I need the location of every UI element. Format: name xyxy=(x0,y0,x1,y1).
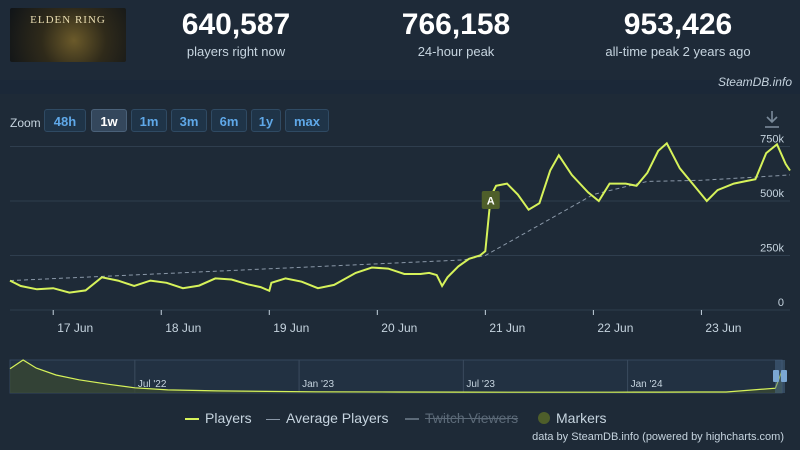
nav-right-handle-icon[interactable] xyxy=(781,370,787,382)
twitch-swatch-icon xyxy=(405,418,419,421)
stat-value: 640,587 xyxy=(181,8,291,41)
zoom-48h-button[interactable]: 48h xyxy=(44,109,86,132)
zoom-1m-button[interactable]: 1m xyxy=(131,109,167,132)
stat-24h-peak: 766,158 24-hour peak xyxy=(368,8,544,59)
zoom-1y-button[interactable]: 1y xyxy=(251,109,281,132)
nav-left-handle-icon[interactable] xyxy=(773,370,779,382)
players-series[interactable] xyxy=(9,141,791,294)
legend-label: Twitch Viewers xyxy=(425,410,519,426)
nav-tick-label: Jan '24 xyxy=(631,379,663,390)
legend-label: Players xyxy=(205,410,252,426)
average-players-series xyxy=(9,174,791,282)
legend-twitch-viewers[interactable]: Twitch Viewers xyxy=(405,410,518,426)
stat-current-players: 640,587 players right now xyxy=(148,8,324,59)
stat-all-time-peak: 953,426 all-time peak 2 years ago xyxy=(580,8,776,59)
x-tick-label: 21 Jun xyxy=(489,321,525,335)
nav-selection[interactable] xyxy=(775,360,785,393)
nav-area xyxy=(10,360,782,393)
y-tick-label: 250k xyxy=(760,243,784,255)
y-tick-label: 500k xyxy=(760,188,784,200)
legend-players[interactable]: Players xyxy=(185,410,252,426)
zoom-max-button[interactable]: max xyxy=(285,109,329,132)
x-tick-label: 18 Jun xyxy=(165,321,201,335)
stat-label: 24-hour peak xyxy=(417,44,495,59)
y-tick-label: 750k xyxy=(760,134,784,146)
zoom-label: Zoom xyxy=(10,116,41,130)
game-logo[interactable]: ELDEN RING xyxy=(10,8,126,62)
zoom-3m-button[interactable]: 3m xyxy=(171,109,207,132)
zoom-1w-button[interactable]: 1w xyxy=(91,109,127,132)
stat-value: 953,426 xyxy=(623,8,733,41)
nav-tick-label: Jan '23 xyxy=(302,379,334,390)
players-swatch-icon xyxy=(185,418,199,421)
y-tick-label: 0 xyxy=(778,297,784,309)
highcharts-credit[interactable]: data by SteamDB.info (powered by highcha… xyxy=(532,431,784,443)
header: ELDEN RING 640,587 players right now 766… xyxy=(0,0,800,80)
zoom-6m-button[interactable]: 6m xyxy=(211,109,247,132)
nav-players-line xyxy=(9,359,783,393)
legend-label: Average Players xyxy=(286,410,389,426)
average-swatch-icon xyxy=(266,418,280,420)
x-tick-label: 19 Jun xyxy=(273,321,309,335)
stat-label: all-time peak 2 years ago xyxy=(605,44,751,59)
steamdb-credit[interactable]: SteamDB.info xyxy=(717,75,792,89)
x-tick-label: 17 Jun xyxy=(57,321,93,335)
x-tick-label: 23 Jun xyxy=(705,321,741,335)
nav-tick-label: Jul '23 xyxy=(466,379,495,390)
marker-label: A xyxy=(487,196,495,208)
x-tick-label: 20 Jun xyxy=(381,321,417,335)
logo-text: ELDEN RING xyxy=(30,14,106,26)
markers-swatch-icon xyxy=(538,412,550,424)
legend-average-players[interactable]: Average Players xyxy=(266,410,388,426)
nav-tick-label: Jul '22 xyxy=(138,379,167,390)
stat-label: players right now xyxy=(186,44,286,59)
stat-value: 766,158 xyxy=(401,8,511,41)
marker-a-icon[interactable] xyxy=(481,191,500,209)
legend-label: Markers xyxy=(556,410,607,426)
legend-markers[interactable]: Markers xyxy=(538,410,607,426)
x-tick-label: 22 Jun xyxy=(597,321,633,335)
download-icon[interactable] xyxy=(763,109,781,129)
